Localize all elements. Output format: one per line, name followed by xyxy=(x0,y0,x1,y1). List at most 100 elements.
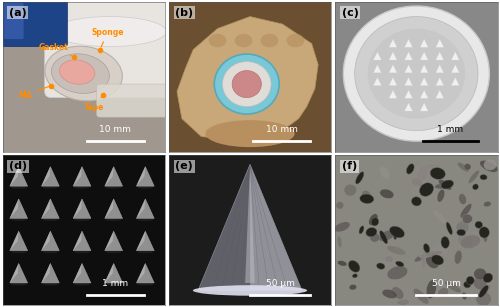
Ellipse shape xyxy=(480,175,487,180)
Polygon shape xyxy=(73,167,82,186)
Polygon shape xyxy=(420,103,428,111)
Text: MA: MA xyxy=(18,87,48,99)
Ellipse shape xyxy=(474,221,480,233)
Polygon shape xyxy=(451,52,460,60)
Polygon shape xyxy=(136,199,154,218)
Polygon shape xyxy=(10,167,28,186)
Ellipse shape xyxy=(234,34,252,47)
Text: 50 μm: 50 μm xyxy=(432,279,461,288)
Ellipse shape xyxy=(260,34,278,47)
Polygon shape xyxy=(420,52,428,60)
Polygon shape xyxy=(404,77,412,86)
Ellipse shape xyxy=(45,46,122,101)
Ellipse shape xyxy=(362,190,372,201)
Ellipse shape xyxy=(106,283,122,286)
Polygon shape xyxy=(73,199,82,218)
Ellipse shape xyxy=(475,221,482,228)
Polygon shape xyxy=(404,103,412,111)
Text: (e): (e) xyxy=(176,161,193,171)
Polygon shape xyxy=(42,199,50,218)
Text: (c): (c) xyxy=(342,8,358,17)
Polygon shape xyxy=(404,64,412,73)
Polygon shape xyxy=(177,17,318,140)
Text: (d): (d) xyxy=(9,161,27,171)
Polygon shape xyxy=(10,231,28,251)
Polygon shape xyxy=(250,164,302,290)
Ellipse shape xyxy=(380,189,394,199)
Polygon shape xyxy=(104,263,114,283)
Ellipse shape xyxy=(412,288,422,297)
Polygon shape xyxy=(104,199,114,218)
Ellipse shape xyxy=(419,164,442,170)
Ellipse shape xyxy=(437,189,444,202)
Polygon shape xyxy=(374,52,382,60)
Ellipse shape xyxy=(106,218,122,221)
FancyBboxPatch shape xyxy=(0,0,214,197)
Polygon shape xyxy=(10,199,28,218)
Polygon shape xyxy=(42,263,60,283)
Ellipse shape xyxy=(420,251,442,257)
Ellipse shape xyxy=(334,222,350,232)
Ellipse shape xyxy=(352,274,358,278)
Polygon shape xyxy=(10,199,18,218)
Ellipse shape xyxy=(380,167,390,179)
Ellipse shape xyxy=(208,34,226,47)
Ellipse shape xyxy=(464,281,471,288)
Ellipse shape xyxy=(458,235,472,247)
Ellipse shape xyxy=(414,251,430,262)
Polygon shape xyxy=(104,263,122,283)
Ellipse shape xyxy=(482,227,488,242)
Ellipse shape xyxy=(460,204,472,218)
Polygon shape xyxy=(389,52,397,60)
Ellipse shape xyxy=(74,251,90,253)
Ellipse shape xyxy=(438,288,448,297)
Ellipse shape xyxy=(10,251,27,253)
Polygon shape xyxy=(104,167,114,186)
Circle shape xyxy=(214,54,279,114)
Circle shape xyxy=(222,62,271,107)
Polygon shape xyxy=(73,263,91,283)
Circle shape xyxy=(344,6,490,141)
Ellipse shape xyxy=(435,183,450,189)
Polygon shape xyxy=(436,64,444,73)
Ellipse shape xyxy=(138,283,154,286)
Ellipse shape xyxy=(74,218,90,221)
Ellipse shape xyxy=(434,243,448,255)
Ellipse shape xyxy=(10,283,27,286)
Ellipse shape xyxy=(472,184,478,190)
Ellipse shape xyxy=(474,277,487,290)
Ellipse shape xyxy=(42,186,58,189)
Ellipse shape xyxy=(416,165,428,183)
Ellipse shape xyxy=(420,183,434,196)
Ellipse shape xyxy=(466,276,474,285)
Ellipse shape xyxy=(474,268,486,280)
Polygon shape xyxy=(420,39,428,47)
Polygon shape xyxy=(374,64,382,73)
Ellipse shape xyxy=(366,227,376,237)
Ellipse shape xyxy=(480,160,498,172)
Polygon shape xyxy=(104,167,122,186)
Ellipse shape xyxy=(366,227,377,237)
Polygon shape xyxy=(136,167,154,186)
Ellipse shape xyxy=(458,162,469,172)
Ellipse shape xyxy=(138,218,154,221)
Ellipse shape xyxy=(484,160,496,170)
Polygon shape xyxy=(420,64,428,73)
Ellipse shape xyxy=(386,246,406,255)
Ellipse shape xyxy=(426,280,436,299)
Polygon shape xyxy=(389,64,397,73)
Polygon shape xyxy=(10,263,28,283)
Ellipse shape xyxy=(359,226,364,234)
Polygon shape xyxy=(42,231,60,251)
Polygon shape xyxy=(42,231,50,251)
Ellipse shape xyxy=(52,54,110,93)
Ellipse shape xyxy=(74,186,90,189)
Text: 1 mm: 1 mm xyxy=(102,279,128,288)
Circle shape xyxy=(232,71,262,98)
Polygon shape xyxy=(436,39,444,47)
Ellipse shape xyxy=(193,285,307,296)
Polygon shape xyxy=(136,231,154,251)
Ellipse shape xyxy=(382,289,398,298)
FancyBboxPatch shape xyxy=(0,0,68,47)
Polygon shape xyxy=(42,199,60,218)
